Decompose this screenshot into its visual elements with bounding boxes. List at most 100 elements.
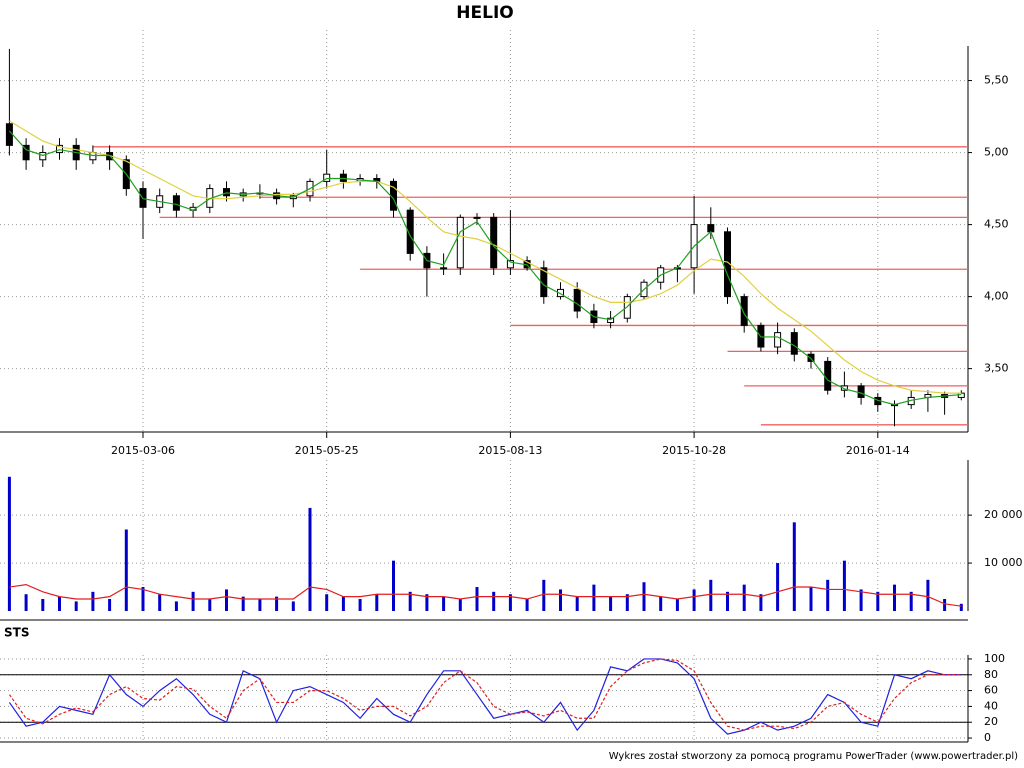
volume-bar (191, 591, 195, 611)
volume-bar (7, 476, 11, 611)
y-tick-label: 5,00 (984, 146, 1009, 159)
candle-body (456, 216, 464, 269)
volume-bar (575, 596, 579, 611)
y-tick-label: 60 (984, 684, 998, 697)
series-line (9, 584, 962, 607)
candle-body (223, 188, 230, 197)
volume-bar (174, 601, 178, 611)
volume-bar (592, 584, 596, 611)
volume-bar (141, 587, 145, 611)
x-tick-label: 2015-10-28 (662, 444, 726, 457)
chart-title: HELIO (456, 3, 513, 23)
volume-bar (475, 587, 479, 611)
volume-bar (859, 589, 863, 611)
candle-body (323, 173, 331, 182)
volume-bar (609, 596, 613, 611)
volume-bar (442, 596, 446, 611)
y-tick-label: 3,50 (984, 362, 1009, 375)
candle-body (774, 332, 782, 348)
volume-bar (842, 560, 846, 611)
volume-bar (659, 596, 663, 611)
volume-bar (826, 579, 830, 611)
candle-body (89, 152, 97, 161)
candle-body (557, 288, 564, 298)
volume-bar (275, 596, 279, 611)
x-tick-label: 2015-03-06 (111, 444, 175, 457)
candle-body (840, 385, 848, 391)
volume-bar (675, 599, 679, 611)
volume-bar (225, 589, 228, 611)
volume-bar (24, 594, 28, 611)
volume-bar (408, 591, 412, 611)
y-tick-label: 5,50 (984, 74, 1009, 87)
volume-bar (291, 601, 295, 611)
volume-bar (108, 599, 112, 611)
candle-body (56, 144, 63, 154)
candle-body (824, 360, 832, 391)
volume-bar (358, 599, 362, 611)
volume-bar (41, 599, 45, 611)
volume-bar (341, 596, 345, 611)
candle-body (172, 195, 180, 211)
x-tick-label: 2015-08-13 (478, 444, 542, 457)
volume-bar (74, 601, 78, 611)
volume-bar (492, 591, 496, 611)
y-tick-label: 4,50 (984, 218, 1009, 231)
volume-bar (709, 579, 713, 611)
volume-bar (559, 589, 562, 611)
footer: Wykres został stworzony za pomocą progra… (609, 751, 1018, 762)
volume-bar (241, 596, 245, 611)
volume-bar (158, 594, 162, 611)
volume-bar (58, 596, 61, 611)
volume-bar (909, 591, 913, 611)
candle-body (607, 317, 615, 324)
volume-bar (258, 599, 262, 611)
volume-bar (425, 594, 429, 611)
y-tick-label: 20 (984, 715, 998, 728)
y-tick-label: 10 000 (984, 556, 1023, 569)
volume-bar (458, 599, 462, 611)
candle-body (790, 332, 798, 355)
volume-bar (542, 579, 546, 611)
volume-bar (392, 560, 395, 611)
y-tick-label: 40 (984, 699, 998, 712)
y-tick-label: 0 (984, 731, 991, 744)
volume-bar (792, 522, 796, 611)
candle-body (707, 224, 715, 233)
volume-bar (943, 599, 947, 611)
candle-body (406, 209, 414, 254)
y-tick-label: 100 (984, 652, 1005, 665)
candle-body (857, 385, 865, 398)
volume-bar (124, 529, 128, 611)
candle-body (506, 260, 514, 269)
volume-bar (876, 591, 880, 611)
volume-bar (375, 594, 379, 611)
volume-bar (308, 507, 312, 611)
volume-bar (809, 587, 813, 611)
volume-bar (726, 591, 729, 611)
volume-bar (759, 594, 763, 611)
candle-body (5, 123, 13, 146)
candle-body (740, 296, 748, 326)
volume-bar (776, 563, 780, 611)
candle-body (339, 173, 347, 182)
x-tick-label: 2016-01-14 (846, 444, 910, 457)
volume-bar (642, 582, 646, 611)
volume-bar (325, 594, 329, 611)
series-line (8, 658, 962, 731)
candle-body (573, 288, 581, 312)
volume-bar (692, 589, 696, 611)
candle-body (22, 144, 30, 161)
volume-bar (742, 584, 746, 611)
x-tick-label: 2015-05-25 (295, 444, 359, 457)
volume-bar (208, 599, 212, 611)
volume-bar (959, 603, 963, 611)
y-tick-label: 4,00 (984, 290, 1009, 303)
volume-bar (893, 584, 896, 611)
y-tick-label: 20 000 (984, 508, 1023, 521)
volume-bar (508, 594, 512, 611)
panel-title: STS (4, 626, 29, 640)
candle-body (473, 216, 481, 219)
